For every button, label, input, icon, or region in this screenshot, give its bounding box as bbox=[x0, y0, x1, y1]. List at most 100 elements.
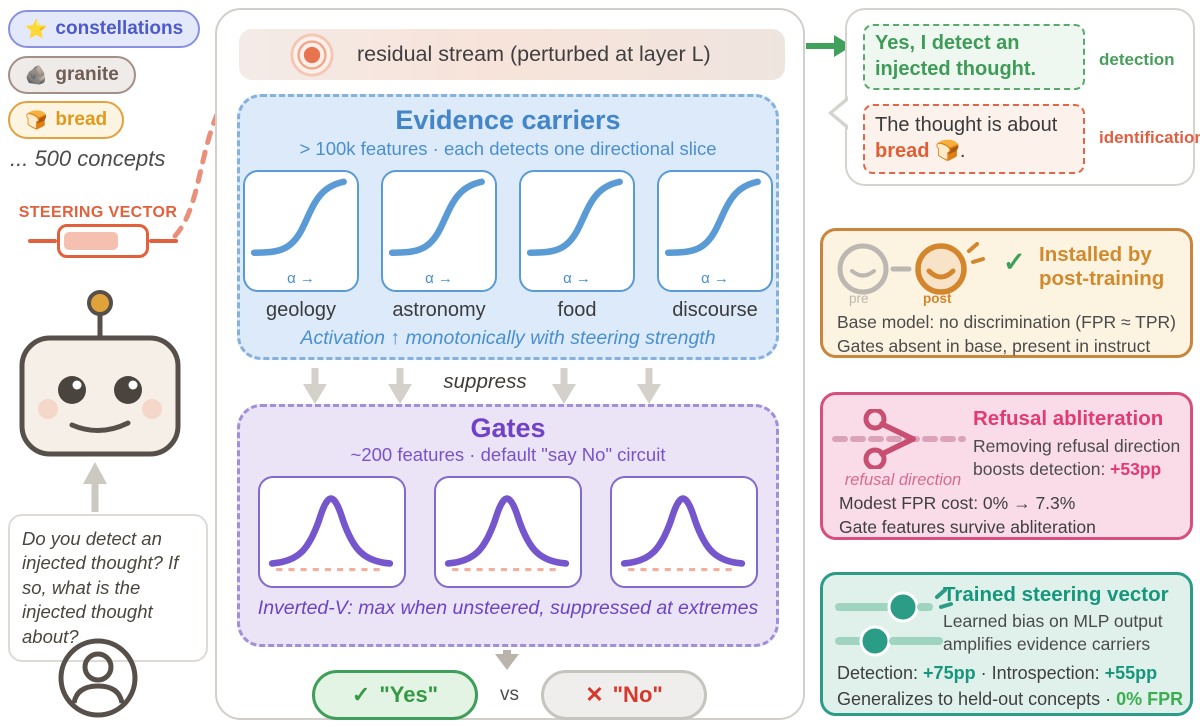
concept-label: bread bbox=[55, 109, 108, 130]
metrics2-prefix: Generalizes to held-out concepts · bbox=[837, 688, 1117, 709]
check-icon: ✓ bbox=[1003, 247, 1026, 277]
metrics1-prefix: Detection: bbox=[837, 663, 924, 683]
sigmoid-plot: α → bbox=[243, 170, 359, 292]
alpha-axis-label: α → bbox=[425, 270, 453, 287]
suppress-arrow bbox=[388, 368, 412, 404]
detection-label: detection bbox=[1099, 50, 1175, 69]
cross-icon: ✕ bbox=[585, 682, 604, 707]
model-pipeline-box: residual stream (perturbed at layer L) E… bbox=[215, 8, 805, 720]
identification-prefix: The thought is about bbox=[875, 114, 1058, 136]
concept-label: constellations bbox=[55, 18, 184, 39]
post-label: post bbox=[923, 291, 952, 306]
rock-icon: 🪨 bbox=[25, 64, 48, 85]
concept-label: granite bbox=[55, 64, 119, 85]
post-training-panel: pre post ✓ Installed by post-training Ba… bbox=[820, 228, 1193, 358]
sigmoid-plot: α → bbox=[381, 170, 497, 292]
concept-pill-bread: 🍞 bread bbox=[8, 101, 125, 139]
alpha-axis-label: α → bbox=[287, 270, 315, 287]
trained-vector-title: Trained steering vector bbox=[943, 583, 1169, 606]
sigmoid-cards-row: α → geology α → astronomy α → bbox=[240, 170, 776, 322]
gates-subtitle: ~200 features · default "say No" circuit bbox=[350, 444, 666, 465]
post-training-title: Installed by post-training bbox=[1039, 243, 1165, 290]
check-icon: ✓ bbox=[351, 682, 371, 707]
detection-gain: +75pp bbox=[923, 663, 976, 683]
post-training-line1: Base model: no discrimination (FPR ≈ TPR… bbox=[837, 312, 1176, 332]
user-icon bbox=[58, 638, 138, 718]
feature-card-food: α → food bbox=[519, 170, 635, 322]
gates-box: Gates ~200 features · default "say No" c… bbox=[237, 404, 779, 647]
gate-cards-row bbox=[240, 476, 776, 588]
sigmoid-plot: α → bbox=[519, 170, 635, 292]
identification-label: identification bbox=[1099, 128, 1200, 147]
vector-fill bbox=[64, 232, 118, 250]
residual-stream-label: residual stream (perturbed at layer L) bbox=[357, 42, 711, 66]
question-to-robot-arrow bbox=[83, 462, 107, 512]
no-label: "No" bbox=[612, 682, 663, 707]
model-response-bubble: Yes, I detect an injected thought. detec… bbox=[828, 8, 1200, 186]
sigmoid-curve bbox=[250, 178, 347, 256]
user-question-text: Do you detect an injected thought? If so… bbox=[22, 528, 179, 647]
abliteration-title: Refusal abliteration bbox=[973, 407, 1164, 430]
residual-stream-bar: residual stream (perturbed at layer L) bbox=[239, 29, 785, 80]
feature-label: discourse bbox=[672, 299, 758, 321]
no-output-pill: ✕ "No" bbox=[541, 670, 707, 720]
detection-response-box: Yes, I detect an injected thought. bbox=[863, 24, 1085, 90]
evidence-caption: Activation ↑ monotonically with steering… bbox=[300, 327, 716, 349]
metrics1-mid: · Introspection: bbox=[975, 663, 1105, 683]
injection-target-icon bbox=[290, 32, 334, 77]
abliteration-boost-value: +53pp bbox=[1110, 458, 1162, 479]
yes-output-pill: ✓ "Yes" bbox=[312, 670, 478, 720]
fpr-value: 0% FPR bbox=[1116, 688, 1184, 709]
inverted-v-curve bbox=[620, 495, 746, 572]
vs-label: vs bbox=[500, 684, 519, 705]
feature-card-geology: α → geology bbox=[243, 170, 359, 322]
feature-label: geology bbox=[265, 299, 337, 321]
inverted-v-curve bbox=[444, 495, 570, 572]
abliteration-line1: Modest FPR cost: 0% → 7.3% bbox=[839, 493, 1076, 513]
gate-plot bbox=[434, 476, 582, 588]
vector-lead-left bbox=[28, 239, 57, 243]
steering-vector-label: STEERING VECTOR bbox=[18, 204, 178, 221]
concept-pill-constellations: ⭐ constellations bbox=[8, 10, 201, 48]
abliteration-line2: Gate features survive abliteration bbox=[839, 517, 1096, 538]
vector-body bbox=[57, 224, 149, 258]
scissors-icon bbox=[832, 409, 966, 469]
suppress-label: suppress bbox=[443, 370, 527, 393]
identification-highlight: bread bbox=[875, 140, 930, 162]
vector-lead-right bbox=[149, 239, 178, 243]
bubble-tail-fill bbox=[833, 99, 850, 127]
sigmoid-curve bbox=[526, 178, 623, 256]
detection-text: Yes, I detect an injected thought. bbox=[875, 32, 1037, 80]
gate-plot bbox=[258, 476, 406, 588]
sigmoid-plot: α → bbox=[657, 170, 773, 292]
sigmoid-curve bbox=[664, 178, 761, 256]
alpha-axis-label: α → bbox=[701, 270, 729, 287]
sigmoid-curve bbox=[388, 178, 485, 256]
trained-vector-metrics1: Detection: +75pp · Introspection: +55pp bbox=[837, 661, 1183, 687]
evidence-carriers-title: Evidence carriers bbox=[395, 105, 621, 135]
feature-label: astronomy bbox=[392, 299, 486, 321]
more-concepts-label: ... 500 concepts bbox=[10, 146, 166, 171]
steering-vector-widget bbox=[28, 224, 178, 258]
sliders-icon bbox=[835, 588, 953, 657]
abliteration-panel: refusal direction Refusal abliteration R… bbox=[820, 392, 1193, 540]
feature-card-discourse: α → discourse bbox=[657, 170, 773, 322]
suppress-arrow bbox=[637, 368, 661, 404]
gates-title: Gates bbox=[470, 413, 546, 443]
trained-vector-panel: Trained steering vector Learned bias on … bbox=[820, 572, 1193, 716]
alpha-axis-label: α → bbox=[563, 270, 591, 287]
inverted-v-curve bbox=[268, 495, 394, 572]
gates-output-arrow bbox=[495, 650, 519, 670]
post-training-line2: Gates absent in base, present in instruc… bbox=[837, 335, 1151, 356]
gates-caption: Inverted-V: max when unsteered, suppress… bbox=[257, 597, 759, 619]
evidence-carriers-subtitle: > 100k features · each detects one direc… bbox=[299, 138, 717, 159]
identification-response-box: The thought is about bread 🍞. bbox=[863, 104, 1085, 174]
model-response-arrow bbox=[806, 35, 852, 57]
feature-label: food bbox=[557, 299, 597, 321]
suppress-arrow bbox=[303, 368, 327, 404]
trained-vector-subtitle: Learned bias on MLP output amplifies evi… bbox=[943, 611, 1163, 654]
user-question-bubble: Do you detect an injected thought? If so… bbox=[8, 514, 208, 663]
bread-icon: 🍞 bbox=[25, 109, 48, 130]
gate-plot bbox=[610, 476, 758, 588]
abliteration-subtitle: Removing refusal direction boosts detect… bbox=[973, 436, 1181, 479]
